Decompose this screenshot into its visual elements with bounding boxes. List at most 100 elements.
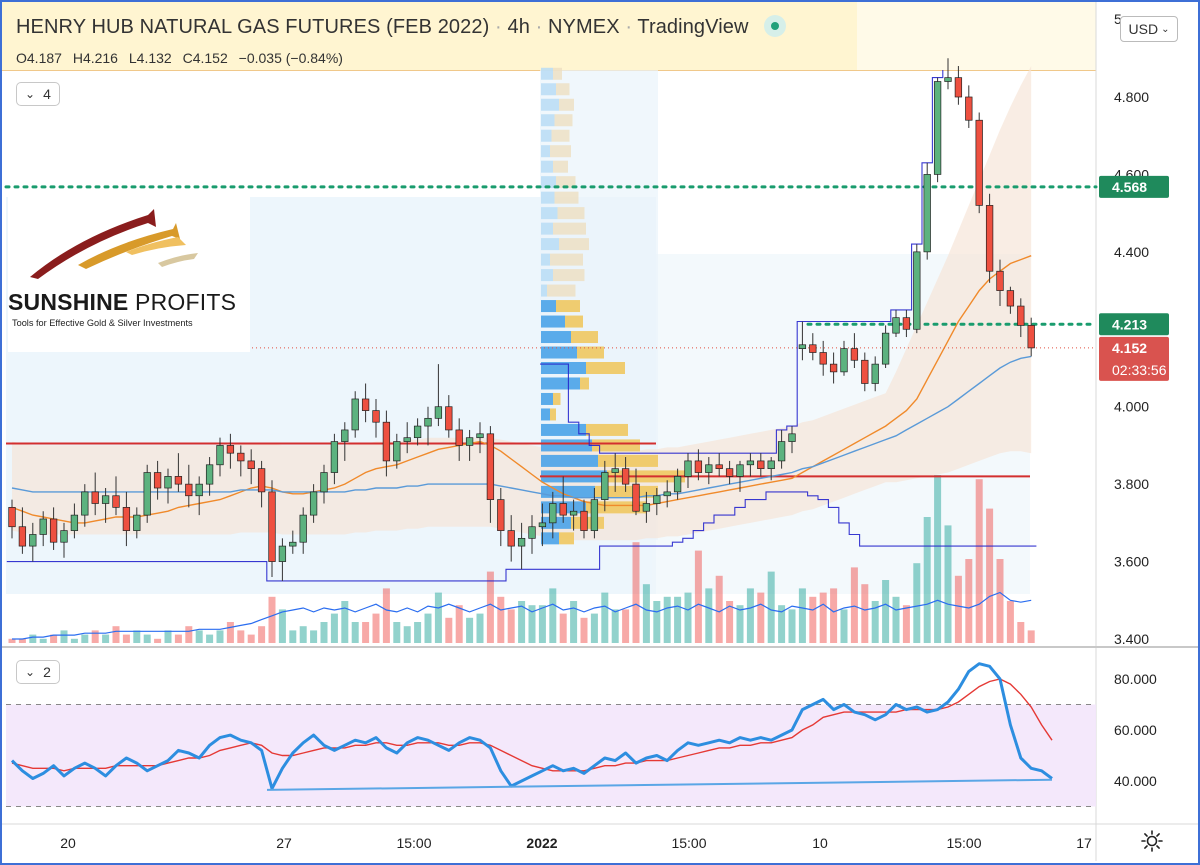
candle-body[interactable] (1006, 290, 1015, 307)
candle-body[interactable] (60, 530, 68, 543)
candle-body[interactable] (601, 472, 609, 500)
candle-body[interactable] (590, 499, 599, 531)
candle-body[interactable] (112, 495, 120, 508)
candle-body[interactable] (257, 468, 266, 493)
candle-body[interactable] (933, 81, 942, 175)
candle-body[interactable] (715, 464, 723, 470)
candle-body[interactable] (299, 514, 307, 543)
candle-body[interactable] (49, 518, 58, 543)
rsi-indicators-toggle[interactable]: ⌄ 2 (16, 660, 60, 684)
candle-body[interactable] (798, 344, 807, 349)
candle-body[interactable] (871, 363, 879, 384)
candle-body[interactable] (424, 417, 432, 427)
candle-body[interactable] (736, 464, 744, 477)
candle-body[interactable] (372, 410, 380, 423)
candle-body[interactable] (559, 503, 567, 516)
candle-body[interactable] (455, 429, 463, 446)
candle-body[interactable] (549, 503, 557, 524)
candle-body[interactable] (8, 507, 16, 528)
candle-body[interactable] (757, 460, 765, 470)
candle-body[interactable] (569, 510, 578, 516)
candle-body[interactable] (996, 270, 1004, 291)
candle-body[interactable] (497, 499, 505, 531)
candle-body[interactable] (226, 445, 235, 454)
candle-body[interactable] (725, 468, 734, 477)
candle-body[interactable] (621, 468, 630, 485)
candle-body[interactable] (465, 437, 474, 446)
candle-body[interactable] (39, 518, 47, 535)
candle-body[interactable] (320, 472, 328, 493)
candle-body[interactable] (247, 460, 255, 470)
candle-body[interactable] (341, 429, 349, 442)
candle-body[interactable] (944, 77, 952, 82)
candle-body[interactable] (954, 77, 963, 98)
candle-body[interactable] (829, 363, 838, 373)
candle-body[interactable] (278, 545, 287, 562)
candle-body[interactable] (185, 483, 193, 497)
candle-body[interactable] (913, 251, 921, 330)
candle-body[interactable] (81, 491, 89, 516)
candle-body[interactable] (403, 437, 411, 442)
candle-body[interactable] (965, 96, 973, 121)
candle-body[interactable] (330, 441, 339, 473)
candle-body[interactable] (923, 174, 931, 253)
candle-body[interactable] (382, 421, 391, 462)
candle-body[interactable] (528, 526, 536, 539)
candle-body[interactable] (445, 406, 453, 431)
candle-body[interactable] (673, 476, 682, 493)
candle-body[interactable] (486, 433, 495, 500)
gear-icon[interactable] (1140, 829, 1164, 853)
candle-body[interactable] (268, 491, 276, 562)
currency-selector[interactable]: USD ⌄ (1120, 16, 1178, 42)
candle-body[interactable] (393, 441, 401, 462)
symbol-title[interactable]: HENRY HUB NATURAL GAS FUTURES (FEB 2022)… (16, 14, 787, 39)
candle-body[interactable] (694, 460, 703, 473)
candle-body[interactable] (517, 537, 526, 547)
candle-body[interactable] (1017, 305, 1025, 326)
candle-body[interactable] (351, 398, 359, 431)
candle-body[interactable] (746, 460, 755, 466)
candle-body[interactable] (101, 495, 110, 504)
candle-body[interactable] (642, 503, 651, 512)
candle-body[interactable] (788, 433, 796, 442)
candle-body[interactable] (143, 472, 151, 516)
candle-body[interactable] (892, 317, 900, 334)
candle-body[interactable] (507, 530, 515, 547)
candle-body[interactable] (18, 526, 27, 547)
candle-body[interactable] (663, 491, 671, 497)
candle-body[interactable] (985, 205, 994, 272)
candle-body[interactable] (850, 348, 859, 361)
candle-body[interactable] (705, 464, 713, 473)
candle-body[interactable] (580, 510, 588, 531)
candle-body[interactable] (902, 317, 911, 330)
candle-body[interactable] (133, 514, 141, 531)
candle-body[interactable] (174, 476, 183, 485)
candle-body[interactable] (289, 541, 297, 547)
candle-body[interactable] (70, 514, 79, 531)
candle-body[interactable] (777, 441, 786, 462)
candle-body[interactable] (122, 507, 131, 531)
candle-body[interactable] (361, 398, 370, 411)
candle-body[interactable] (309, 491, 318, 516)
candle-body[interactable] (216, 445, 224, 466)
candle-body[interactable] (881, 332, 890, 365)
candle-body[interactable] (611, 468, 619, 473)
candle-body[interactable] (413, 425, 422, 439)
candle-body[interactable] (29, 534, 37, 547)
candle-body[interactable] (91, 491, 99, 504)
candle-body[interactable] (476, 433, 484, 439)
candle-body[interactable] (684, 460, 692, 477)
candle-body[interactable] (767, 460, 775, 470)
candle-body[interactable] (1027, 325, 1035, 349)
candle-body[interactable] (809, 344, 817, 353)
candle-body[interactable] (195, 483, 203, 497)
candle-body[interactable] (632, 483, 640, 512)
main-indicators-toggle[interactable]: ⌄ 4 (16, 82, 60, 106)
candle-body[interactable] (205, 464, 214, 485)
candle-body[interactable] (975, 119, 983, 206)
candle-body[interactable] (237, 452, 245, 462)
candle-body[interactable] (861, 359, 869, 384)
candle-body[interactable] (653, 495, 661, 504)
candle-body[interactable] (538, 522, 547, 528)
